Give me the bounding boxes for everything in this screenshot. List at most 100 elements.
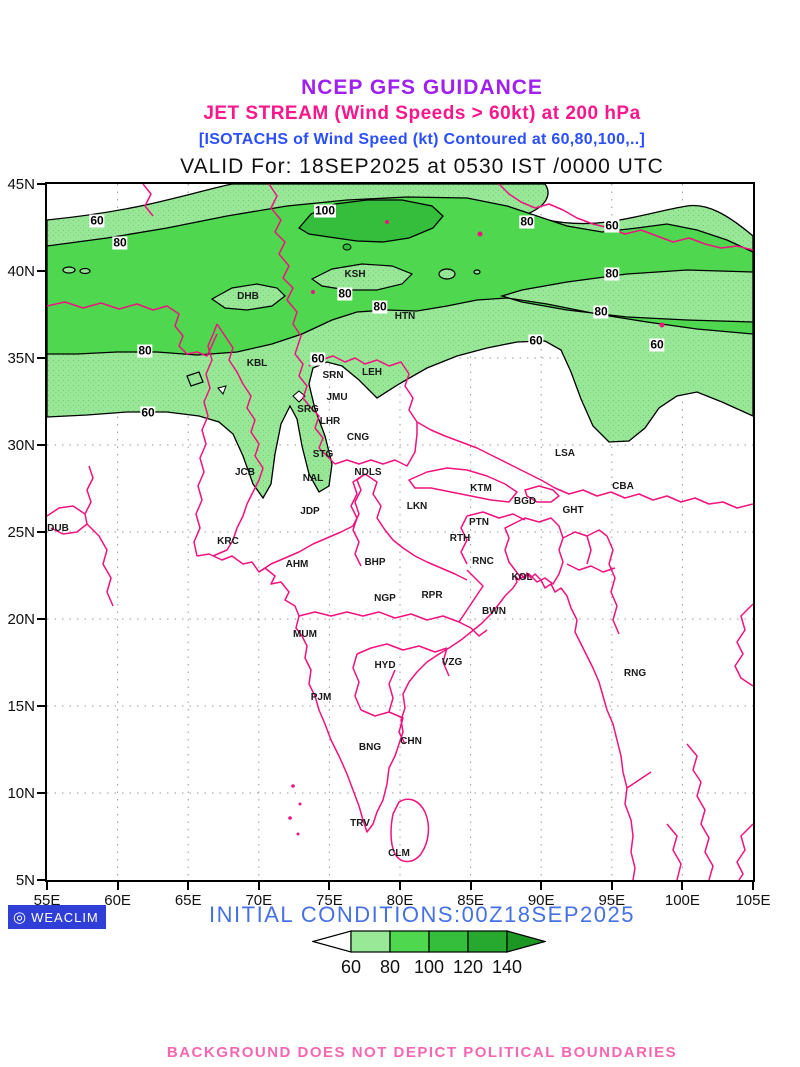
lat-lbl: 10N — [7, 785, 35, 802]
contour-label: 60 — [140, 405, 156, 420]
station-label: KRC — [217, 536, 239, 547]
station-label: MUM — [293, 629, 317, 640]
lat-tick — [37, 357, 45, 359]
station-label: CLM — [388, 848, 410, 859]
colorbar — [312, 930, 546, 953]
station-label: STG — [312, 449, 334, 460]
axis-layer: 45N 40N 35N 30N 25N 20N 15N 10N 5N 55E 60E 65E 70E 75… — [7, 176, 770, 909]
lat-lbl: 30N — [7, 437, 35, 454]
lon-lbl: 90E — [527, 892, 555, 909]
station-label: RNG — [623, 668, 647, 679]
contour-label: 60 — [89, 213, 105, 228]
station-label-layer: DHB KSH HTN KBL SRN LEH JMU SRG LHR CNG STG JCB NAL N… — [47, 184, 753, 880]
lat-tick — [37, 444, 45, 446]
page-title: NCEP GFS GUIDANCE — [301, 76, 543, 99]
isotach-enclaves — [62, 263, 481, 387]
lon-tick — [540, 882, 543, 890]
station-label: KOL — [511, 572, 533, 583]
logo-text: WEACLIM — [31, 909, 99, 925]
station-label: TRV — [350, 818, 370, 829]
map-plot-area: 60 80 100 80 60 80 80 80 80 80 60 60 60 60 DHB KSH HTN K… — [7, 176, 770, 909]
weaclim-logo: ◎ WEACLIM — [8, 905, 106, 929]
boundary-dub-area — [47, 465, 114, 607]
colorbar-labels: 60 80 100 120 140 — [312, 957, 546, 977]
contour-label: 80 — [337, 286, 353, 301]
boundary-bangladesh — [504, 517, 564, 585]
lon-tick — [399, 882, 401, 890]
station-label: JDP — [300, 506, 320, 517]
lat-tick — [37, 618, 45, 620]
lon-lbl: 85E — [457, 892, 484, 909]
colorbar-left-arrow — [312, 930, 352, 953]
station-label: DHB — [237, 291, 259, 302]
station-label: VZG — [441, 657, 463, 668]
lat-lbl: 15N — [7, 698, 35, 715]
lon-lbl: 65E — [174, 892, 202, 909]
lon-lbl: 80E — [386, 892, 414, 909]
lat-tick — [37, 183, 45, 185]
isotach-map-svg — [47, 184, 753, 880]
lat-lbl: 5N — [15, 872, 35, 889]
lat-lbl: 20N — [7, 611, 35, 628]
lat-lbl: 40N — [7, 263, 35, 280]
white-holes — [217, 385, 306, 403]
station-label: CBA — [612, 481, 634, 492]
station-label: CNG — [346, 432, 370, 443]
station-label: SRN — [322, 370, 344, 381]
contour-label: 80 — [593, 304, 609, 319]
colorbar-tick-label: 100 — [413, 957, 445, 977]
isotach-100-speck — [342, 243, 352, 251]
contour-label: 60 — [604, 218, 620, 233]
station-label: NDLS — [354, 467, 382, 478]
disclaimer-text: BACKGROUND DOES NOT DEPICT POLITICAL BOU… — [166, 1044, 678, 1061]
colorbar-tick-label: 60 — [340, 957, 362, 977]
contour-label: 80 — [604, 266, 620, 281]
contour-label: 60 — [310, 351, 326, 366]
station-label: RTH — [449, 533, 471, 544]
lon-lbl: 70E — [245, 892, 273, 909]
station-label: HYD — [374, 660, 396, 671]
station-label: LEH — [362, 367, 382, 378]
station-label: BHP — [364, 557, 386, 568]
station-label: HTN — [394, 311, 416, 322]
station-label: KBL — [246, 358, 268, 369]
lon-tick — [610, 882, 613, 890]
lon-lbl: 100E — [664, 892, 700, 909]
lat-tick — [37, 792, 45, 794]
lon-tick — [46, 882, 48, 890]
lon-tick — [116, 882, 119, 890]
station-label: BNG — [358, 742, 382, 753]
coastline-india — [196, 553, 636, 880]
contour-label: 80 — [372, 299, 388, 314]
colorbar-right-arrow — [506, 930, 546, 953]
station-label: AHM — [285, 559, 309, 570]
station-label: NAL — [302, 473, 324, 484]
lon-tick — [681, 882, 684, 890]
political-boundaries — [47, 184, 753, 880]
contour-label: 80 — [137, 343, 153, 358]
lon-tick — [328, 882, 331, 890]
station-label: RNC — [472, 556, 494, 567]
station-label: CHN — [400, 736, 422, 747]
station-label: GHT — [562, 505, 584, 516]
lon-tick — [187, 882, 190, 890]
lon-lbl: 95E — [598, 892, 626, 909]
subtitle-isotachs: [ISOTACHS of Wind Speed (kt) Contoured a… — [198, 131, 646, 148]
lat-tick — [37, 705, 45, 707]
station-label: JCB — [234, 467, 256, 478]
contour-label: 80 — [519, 214, 535, 229]
station-label: LKN — [406, 501, 428, 512]
station-label: BGD — [513, 496, 537, 507]
colorbar-tick-label: 80 — [379, 957, 401, 977]
contour-label: 100 — [313, 203, 337, 218]
station-label: PTN — [469, 517, 489, 528]
lat-tick — [37, 879, 45, 881]
subtitle-jetstream: JET STREAM (Wind Speeds > 60kt) at 200 h… — [203, 103, 641, 124]
station-label: NGP — [374, 593, 396, 604]
lon-lbl: 55E — [33, 892, 61, 909]
contour-label: 80 — [112, 235, 128, 250]
station-label: SRG — [297, 404, 319, 415]
lon-lbl: 105E — [735, 892, 771, 909]
station-label: PJM — [310, 692, 332, 703]
